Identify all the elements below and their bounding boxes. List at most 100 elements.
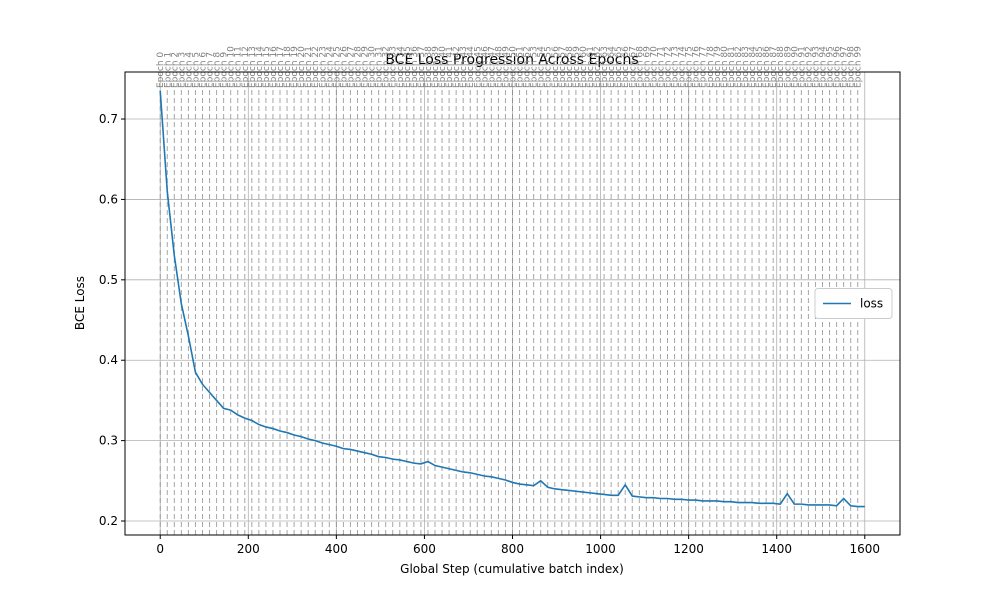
epoch-label: Epoch 72 [664, 46, 674, 88]
epoch-label: Epoch 95 [826, 46, 836, 88]
epoch-label: Epoch 55 [544, 46, 554, 88]
epoch-label: Epoch 49 [501, 46, 511, 88]
epoch-label: Epoch 5 [191, 52, 201, 88]
epoch-label: Epoch 21 [304, 46, 314, 88]
epoch-label: Epoch 47 [487, 46, 497, 88]
x-tick-label: 200 [237, 542, 260, 556]
epoch-label: Epoch 93 [811, 46, 821, 88]
epoch-label: Epoch 76 [692, 46, 702, 88]
epoch-label: Epoch 37 [417, 46, 427, 88]
epoch-label: Epoch 8 [213, 52, 223, 88]
y-axis-label: BCE Loss [73, 276, 87, 330]
epoch-label: Epoch 67 [628, 46, 638, 88]
legend-label: loss [860, 297, 883, 311]
epoch-label: Epoch 10 [227, 46, 237, 88]
epoch-label: Epoch 59 [572, 46, 582, 88]
y-tick-label: 0.6 [99, 192, 118, 206]
epoch-label: Epoch 94 [819, 46, 829, 88]
x-axis-label: Global Step (cumulative batch index) [400, 562, 624, 576]
epoch-label: Epoch 16 [269, 46, 279, 88]
epoch-label: Epoch 0 [156, 52, 166, 88]
y-tick-label: 0.7 [99, 112, 118, 126]
epoch-label: Epoch 69 [642, 46, 652, 88]
epoch-label: Epoch 79 [713, 46, 723, 88]
x-tick-label: 600 [413, 542, 436, 556]
chart-title: BCE Loss Progression Across Epochs [385, 52, 638, 68]
epoch-label: Epoch 78 [706, 46, 716, 88]
x-tick-label: 400 [325, 542, 348, 556]
epoch-label: Epoch 68 [635, 46, 645, 88]
epoch-label: Epoch 88 [776, 46, 786, 88]
epoch-label: Epoch 27 [346, 46, 356, 88]
epoch-label: Epoch 66 [621, 46, 631, 88]
epoch-label: Epoch 41 [445, 46, 455, 88]
epoch-label: Epoch 54 [537, 46, 547, 88]
x-tick-label: 1000 [585, 542, 616, 556]
epoch-label: Epoch 53 [530, 46, 540, 88]
epoch-label: Epoch 43 [459, 46, 469, 88]
epoch-label: Epoch 60 [579, 46, 589, 88]
epoch-label: Epoch 65 [614, 46, 624, 88]
epoch-label: Epoch 90 [790, 46, 800, 88]
epoch-label: Epoch 52 [523, 46, 533, 88]
epoch-label: Epoch 71 [656, 46, 666, 88]
epoch-label: Epoch 7 [206, 52, 216, 88]
epoch-label: Epoch 44 [466, 46, 476, 88]
epoch-label: Epoch 86 [762, 46, 772, 88]
epoch-label: Epoch 58 [565, 46, 575, 88]
epoch-label: Epoch 40 [438, 46, 448, 88]
epoch-label: Epoch 70 [649, 46, 659, 88]
epoch-label: Epoch 9 [220, 52, 230, 88]
epoch-label: Epoch 13 [248, 46, 258, 88]
epoch-label: Epoch 26 [339, 46, 349, 88]
epoch-label: Epoch 28 [354, 46, 364, 88]
epoch-label: Epoch 24 [325, 46, 335, 88]
epoch-label: Epoch 32 [382, 46, 392, 88]
epoch-label: Epoch 39 [431, 46, 441, 88]
epoch-label: Epoch 33 [389, 46, 399, 88]
y-tick-label: 0.5 [99, 273, 118, 287]
epoch-label: Epoch 2 [170, 52, 180, 88]
loss-line [159, 90, 865, 508]
epoch-label: Epoch 42 [452, 46, 462, 88]
epoch-label: Epoch 99 [854, 46, 864, 88]
epoch-label: Epoch 50 [509, 46, 519, 88]
epoch-label: Epoch 4 [184, 52, 194, 88]
epoch-label: Epoch 11 [234, 46, 244, 88]
epoch-label: Epoch 14 [255, 46, 265, 88]
epoch-label: Epoch 62 [593, 46, 603, 88]
epoch-label: Epoch 82 [734, 46, 744, 88]
epoch-label: Epoch 12 [241, 46, 251, 88]
epoch-label: Epoch 83 [741, 46, 751, 88]
epoch-label: Epoch 34 [396, 46, 406, 88]
epoch-label: Epoch 80 [720, 46, 730, 88]
plot-frame [124, 71, 901, 536]
epoch-label: Epoch 29 [361, 46, 371, 88]
legend-box [814, 288, 893, 319]
epoch-label: Epoch 63 [600, 46, 610, 88]
x-tick-label: 1400 [761, 542, 792, 556]
epoch-label: Epoch 84 [748, 46, 758, 88]
epoch-label: Epoch 85 [755, 46, 765, 88]
epoch-label: Epoch 3 [177, 52, 187, 88]
epoch-label: Epoch 35 [403, 46, 413, 88]
epoch-label: Epoch 64 [607, 46, 617, 88]
x-tick-label: 0 [156, 542, 164, 556]
epoch-label: Epoch 15 [262, 46, 272, 88]
y-tick-label: 0.2 [99, 514, 118, 528]
epoch-label: Epoch 45 [473, 46, 483, 88]
x-tick-label: 800 [501, 542, 524, 556]
epoch-label: Epoch 48 [494, 46, 504, 88]
epoch-label: Epoch 51 [516, 46, 526, 88]
epoch-label: Epoch 17 [276, 46, 286, 88]
epoch-label: Epoch 98 [847, 46, 857, 88]
epoch-label: Epoch 81 [727, 46, 737, 88]
epoch-label: Epoch 77 [699, 46, 709, 88]
epoch-label: Epoch 20 [297, 46, 307, 88]
epoch-label: Epoch 57 [558, 46, 568, 88]
epoch-label: Epoch 61 [586, 46, 596, 88]
epoch-label: Epoch 56 [551, 46, 561, 88]
epoch-label: Epoch 74 [678, 46, 688, 88]
